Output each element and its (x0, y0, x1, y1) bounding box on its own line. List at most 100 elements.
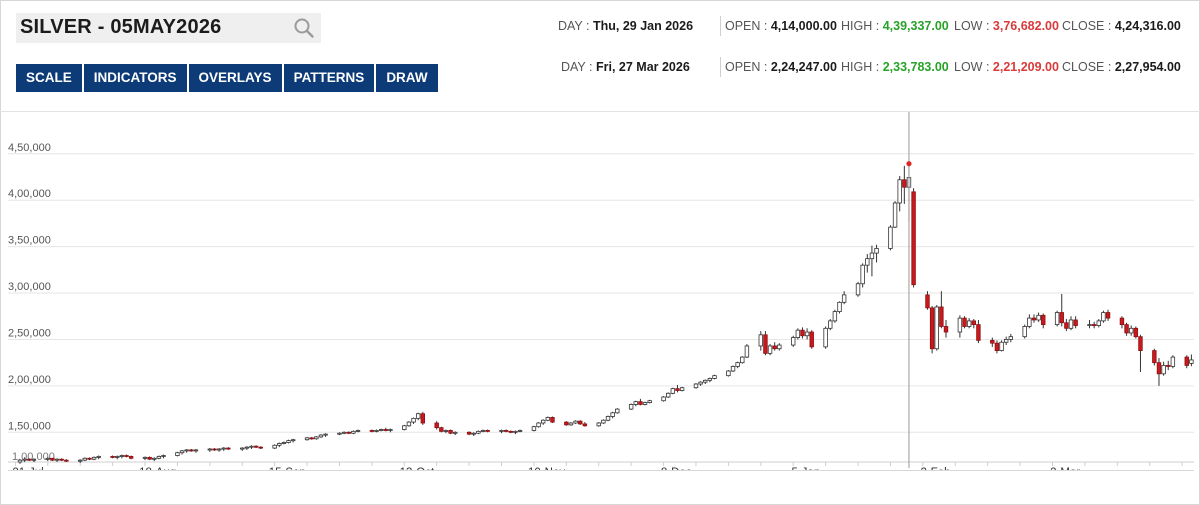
candle-up (828, 320, 833, 329)
candle-down (64, 459, 69, 462)
candle (476, 430, 481, 435)
x-tick-label: 8-Dec (661, 467, 692, 470)
header-divider (0, 111, 1200, 112)
candle (369, 429, 375, 433)
candle-up (499, 430, 504, 432)
candle (471, 432, 476, 437)
candle (221, 447, 226, 451)
candle (698, 381, 703, 386)
candle-down (1124, 324, 1129, 334)
candle-up (323, 433, 328, 436)
close-field: CLOSE : 4,24,316.00 (1062, 19, 1181, 33)
candle-up (1068, 319, 1074, 329)
candle (712, 374, 717, 380)
candle (892, 201, 898, 229)
candle-up (860, 264, 865, 285)
candle (647, 399, 652, 404)
candle (434, 421, 439, 430)
candle-up (888, 226, 893, 249)
grid-lines (8, 153, 1194, 433)
candle (503, 429, 509, 433)
y-tick-label: 1,50,000 (8, 420, 51, 432)
candle (1166, 360, 1171, 371)
candle-up (841, 294, 847, 303)
scale-button[interactable]: SCALE (16, 64, 82, 92)
candle (703, 379, 708, 385)
candle (573, 420, 578, 424)
candle (1041, 313, 1046, 329)
candle-up (179, 450, 185, 454)
candle-down (1064, 322, 1069, 329)
candle (466, 431, 472, 436)
candle (1156, 358, 1162, 386)
candle-down (675, 388, 680, 391)
candle-up (633, 401, 638, 405)
candle-down (564, 421, 569, 426)
candle (286, 439, 291, 444)
candle (508, 430, 513, 434)
candle (800, 327, 805, 339)
candle-up (341, 431, 347, 434)
candle (772, 342, 777, 351)
candle (226, 447, 231, 450)
candle (605, 415, 611, 422)
candle (1124, 322, 1129, 336)
candle-down (1166, 365, 1171, 367)
candle-up (804, 331, 810, 337)
overlays-button[interactable]: OVERLAYS (188, 64, 282, 92)
candle-up (314, 436, 319, 440)
candle-down (994, 342, 1000, 351)
x-tick-label: 13-Oct (400, 467, 435, 470)
candle-up (476, 430, 481, 434)
y-tick-label: 2,50,000 (8, 327, 51, 339)
candle-up (240, 447, 245, 450)
draw-button[interactable]: DRAW (376, 64, 438, 92)
candle (1003, 336, 1009, 346)
patterns-button[interactable]: PATTERNS (283, 64, 375, 92)
candle-up (679, 387, 685, 391)
candle (240, 447, 245, 451)
candle (1064, 319, 1069, 332)
candlestick-chart[interactable]: 1,50,000 2,00,000 2,50,000 3,00,000 3,50,000… (0, 112, 1200, 470)
candle-up (175, 452, 180, 456)
candle-up (1096, 320, 1101, 326)
candle (309, 436, 314, 440)
ohlc-row-highlight: DAY : Thu, 29 Jan 2026 OPEN : 4,14,000.0… (518, 14, 1188, 40)
candle-down (550, 417, 555, 423)
candle-up (740, 356, 745, 364)
candle (290, 438, 296, 443)
candle (966, 318, 972, 329)
candle-up (82, 457, 88, 461)
candle-down (258, 446, 263, 449)
candle (943, 319, 949, 338)
candle (119, 454, 125, 459)
candle (707, 377, 713, 383)
candle-up (304, 437, 310, 441)
candle-up (855, 283, 861, 296)
candle (767, 344, 773, 356)
candle-up (96, 456, 101, 458)
symbol-search[interactable]: SILVER - 05MAY2026 (16, 13, 321, 43)
candle (679, 386, 685, 392)
low-field: LOW : 3,76,682.00 (954, 19, 1059, 33)
candle-up (249, 445, 254, 448)
candle-up (1027, 317, 1032, 327)
candle (957, 315, 963, 338)
candle (1031, 314, 1037, 323)
candle (513, 430, 518, 435)
candle (50, 457, 55, 462)
candle-down (1091, 324, 1097, 326)
candle (971, 319, 976, 329)
candle-up (244, 446, 250, 449)
candle (925, 291, 930, 310)
candle (480, 429, 486, 433)
candle (1161, 361, 1166, 376)
candle-up (661, 396, 666, 402)
candle-up (207, 448, 213, 451)
navigator-strip[interactable] (8, 470, 1194, 501)
search-icon[interactable] (293, 17, 315, 39)
indicators-button[interactable]: INDICATORS (83, 64, 187, 92)
candle (351, 430, 356, 435)
candle (374, 429, 379, 433)
candle (59, 458, 64, 462)
